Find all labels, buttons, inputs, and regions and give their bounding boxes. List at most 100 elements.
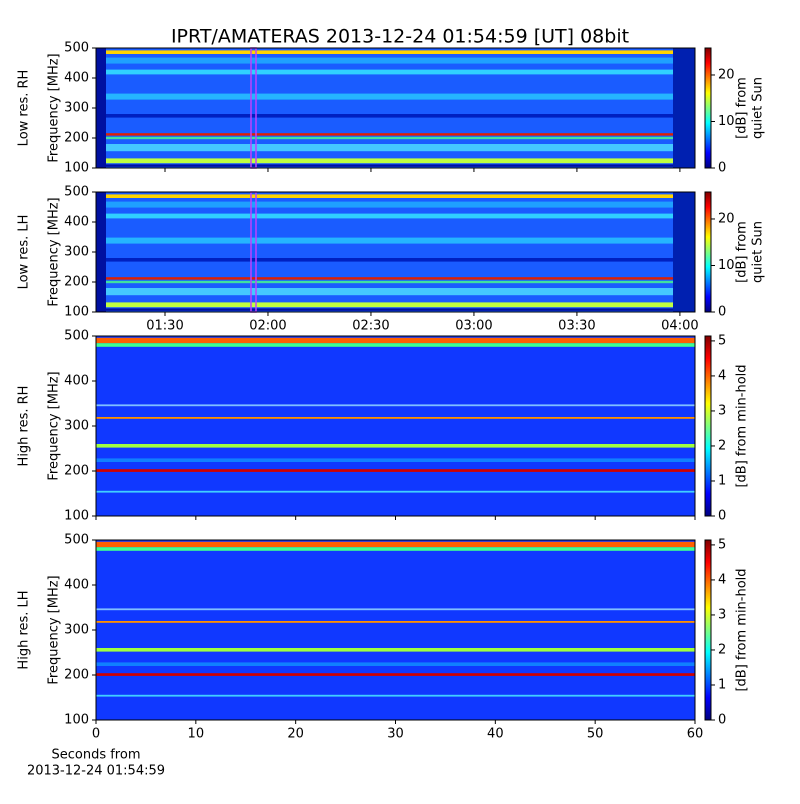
spectrogram-texture (96, 280, 695, 284)
colorbar-tick-label: 4 (718, 368, 726, 383)
y-axis-label: Frequency [MHz] (47, 197, 62, 306)
spectrogram-texture (96, 337, 695, 344)
colorbar-tick-label: 3 (718, 607, 726, 622)
spectrogram-texture (96, 136, 695, 140)
y-tick-label: 200 (64, 131, 89, 146)
spectrogram-texture (96, 69, 695, 75)
colorbar-tick-label: 0 (718, 161, 726, 176)
y-tick-label: 300 (64, 245, 89, 260)
y-tick-label: 400 (64, 71, 89, 86)
colorbar-label: quiet Sun (751, 221, 766, 283)
colorbar (704, 539, 712, 721)
spectrogram-texture (96, 540, 695, 720)
spectrogram-texture (96, 541, 695, 548)
colorbar-tick-label: 0 (718, 713, 726, 728)
spectrogram-texture (96, 258, 695, 262)
x-tick-label: 03:00 (455, 319, 492, 334)
colorbar-tick-label: 0 (718, 509, 726, 524)
colorbar-tick-label: 2 (718, 438, 726, 453)
spectrogram-texture (96, 237, 695, 244)
x-axis-label: Seconds from (51, 748, 140, 763)
spectrogram-texture (96, 48, 106, 168)
x-tick-label: 60 (687, 727, 704, 742)
spectrogram-texture (96, 673, 695, 676)
y-tick-label: 500 (64, 185, 89, 200)
y-tick-label: 100 (64, 305, 89, 320)
spectrogram-texture (96, 308, 695, 311)
y-tick-label: 100 (64, 161, 89, 176)
y-axis-label: Frequency [MHz] (47, 575, 62, 684)
colorbar-tick-label: 1 (718, 473, 726, 488)
spectrogram-texture (96, 694, 695, 697)
colorbar-tick-label: 3 (718, 403, 726, 418)
x-tick-label: 03:30 (558, 319, 595, 334)
y-tick-label: 100 (64, 509, 89, 524)
colorbar-label: [dB] from min-hold (735, 568, 750, 691)
x-tick-label: 04:00 (661, 319, 698, 334)
spectrogram-texture (96, 469, 695, 472)
spectrogram-texture (673, 48, 695, 168)
x-tick-label: 02:30 (352, 319, 389, 334)
spectrogram-texture (96, 336, 695, 516)
x-axis-label: 2013-12-24 01:54:59 (27, 764, 165, 779)
spectrogram-texture (96, 404, 695, 407)
y-tick-label: 200 (64, 668, 89, 683)
spectrogram-texture (96, 213, 695, 219)
colorbar-tick-label: 10 (718, 258, 735, 273)
spectrogram-texture (96, 192, 106, 312)
colorbar-tick-label: 5 (718, 333, 726, 348)
spectrogram-texture (96, 114, 695, 118)
spectrogram-texture (96, 608, 695, 611)
colorbar-tick-label: 0 (718, 305, 726, 320)
spectrogram-texture (96, 201, 695, 208)
colorbar-tick-label: 5 (718, 537, 726, 552)
y-tick-label: 400 (64, 215, 89, 230)
colorbar-tick-label: 1 (718, 677, 726, 692)
spectrogram-texture (96, 288, 695, 296)
spectrogram-texture (96, 490, 695, 493)
y-tick-label: 300 (64, 623, 89, 638)
spectrogram-texture (96, 194, 695, 198)
y-tick-label: 300 (64, 419, 89, 434)
spectrogram-texture (96, 158, 695, 164)
y-tick-label: 500 (64, 329, 89, 344)
colorbar-tick-label: 2 (718, 642, 726, 657)
spectrogram-texture (96, 57, 695, 64)
y-tick-label: 500 (64, 533, 89, 548)
y-axis-label: High res. RH (17, 386, 32, 467)
y-tick-label: 400 (64, 578, 89, 593)
colorbar-tick-label: 4 (718, 572, 726, 587)
y-tick-label: 500 (64, 41, 89, 56)
colorbar (704, 335, 712, 517)
spectrogram-texture (96, 648, 695, 652)
x-tick-label: 20 (287, 727, 304, 742)
colorbar-label: [dB] from (735, 77, 750, 139)
colorbar-label: [dB] from (735, 221, 750, 283)
colorbar-tick-label: 20 (718, 211, 735, 226)
y-tick-label: 200 (64, 464, 89, 479)
spectrogram-texture (96, 444, 695, 448)
spectrogram-texture (96, 458, 695, 462)
spectrogram-texture (96, 164, 695, 167)
x-tick-label: 50 (587, 727, 604, 742)
spectrogram-texture (96, 343, 695, 347)
spectrogram-texture (96, 662, 695, 666)
colorbar-label: quiet Sun (751, 77, 766, 139)
y-axis-label: High res. LH (17, 590, 32, 669)
spectrogram-texture (96, 277, 695, 280)
y-tick-label: 300 (64, 101, 89, 116)
y-tick-label: 200 (64, 275, 89, 290)
colorbar (704, 191, 712, 313)
y-axis-label: Low res. RH (17, 70, 32, 147)
spectrogram-texture (96, 93, 695, 100)
colorbar-label: [dB] from min-hold (735, 364, 750, 487)
spectrogram-texture (96, 547, 695, 551)
x-tick-label: 0 (92, 727, 100, 742)
spectrogram-texture (673, 192, 695, 312)
spectrogram-texture (96, 417, 695, 419)
x-tick-label: 02:00 (249, 319, 286, 334)
colorbar (704, 47, 712, 169)
colorbar-tick-label: 20 (718, 67, 735, 82)
y-tick-label: 100 (64, 713, 89, 728)
